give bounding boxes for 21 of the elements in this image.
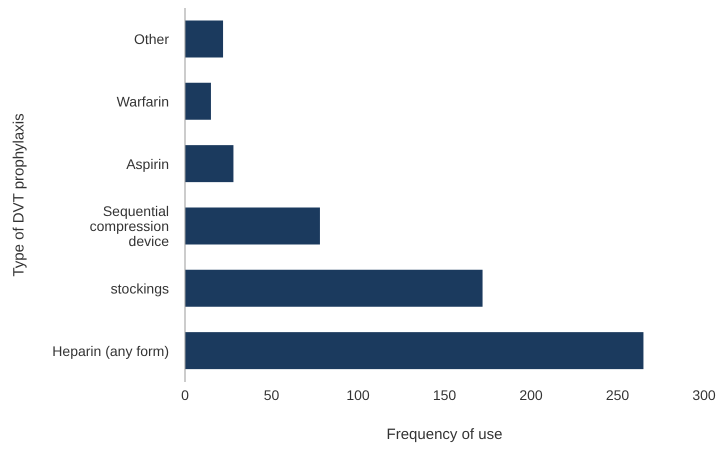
bar bbox=[185, 20, 224, 58]
bar bbox=[185, 145, 234, 182]
x-tick-label: 150 bbox=[432, 386, 456, 403]
y-axis-title: Type of DVT prophylaxis bbox=[10, 113, 28, 277]
bar bbox=[185, 270, 483, 307]
x-axis-title: Frequency of use bbox=[386, 426, 502, 443]
y-tick-label: Heparin (any form) bbox=[52, 342, 169, 359]
x-tick-label: 300 bbox=[692, 386, 716, 403]
bar bbox=[185, 82, 211, 120]
x-tick-label: 200 bbox=[519, 386, 543, 403]
x-tick-label: 50 bbox=[264, 386, 280, 403]
bar bbox=[185, 332, 644, 370]
y-tick-label: stockings bbox=[110, 280, 169, 296]
y-tick-label: Sequential compression device bbox=[90, 203, 170, 250]
x-tick-label: 250 bbox=[606, 386, 630, 403]
y-tick-label: Other bbox=[134, 31, 170, 48]
x-tick-label: 100 bbox=[346, 386, 370, 403]
y-tick-label: Warfarin bbox=[116, 94, 169, 110]
bar bbox=[185, 207, 320, 244]
x-tick-label: 0 bbox=[181, 386, 190, 403]
y-tick-label: Aspirin bbox=[126, 156, 169, 172]
